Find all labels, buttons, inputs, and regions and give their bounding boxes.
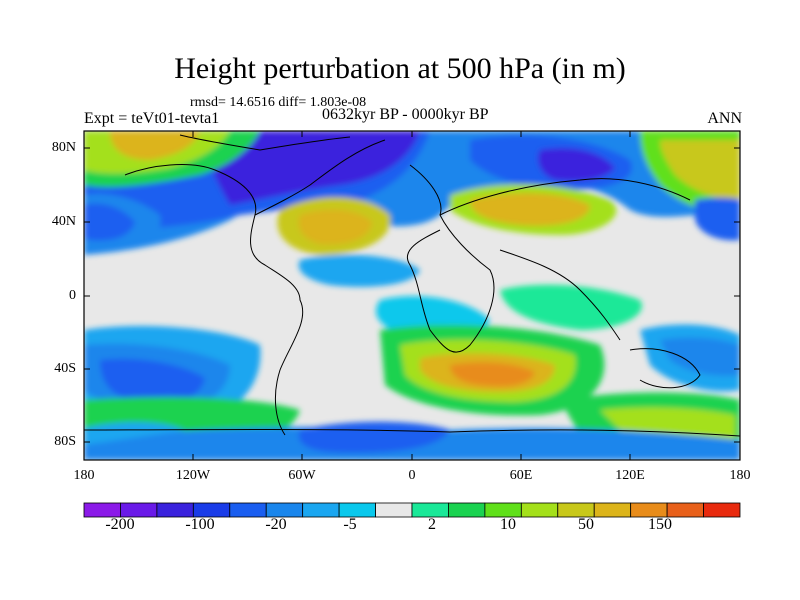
axis-ticks bbox=[83, 131, 741, 460]
colorbar-swatch-10 bbox=[411, 502, 449, 518]
stats-text: rmsd= 14.6516 diff= 1.803e-08 bbox=[190, 95, 367, 110]
colorbar-swatch-15 bbox=[593, 502, 632, 518]
period-label: 0632kyr BP - 0000kyr BP bbox=[322, 106, 489, 123]
colorbar-swatch-17 bbox=[666, 502, 704, 518]
lat-label-40s: 40S bbox=[54, 361, 76, 376]
lat-label-40n: 40N bbox=[51, 214, 76, 229]
colorbar-swatch-11 bbox=[448, 502, 486, 518]
colorbar-swatch-14 bbox=[557, 502, 595, 518]
lon-label-60e: 60E bbox=[509, 468, 533, 483]
season-label: ANN bbox=[707, 110, 742, 127]
colorbar-label-1: -200 bbox=[105, 516, 135, 533]
colorbar-swatch-1 bbox=[83, 502, 121, 518]
colorbar-swatch-9 bbox=[375, 502, 413, 518]
lon-label-120w: 120W bbox=[175, 468, 211, 483]
lat-label-0: 0 bbox=[69, 288, 76, 303]
colorbar bbox=[83, 502, 741, 518]
lon-label-120e: 120E bbox=[615, 468, 645, 483]
colorbar-swatch-3 bbox=[156, 502, 194, 518]
colorbar-swatch-6 bbox=[265, 502, 304, 518]
lon-label-180-right: 180 bbox=[729, 468, 751, 483]
colorbar-swatch-8 bbox=[338, 502, 376, 518]
map-title: Height perturbation at 500 hPa (in m) bbox=[174, 52, 626, 85]
lon-label-180-left: 180 bbox=[73, 468, 95, 483]
colorbar-label-8: 150 bbox=[648, 516, 672, 533]
lon-label-60w: 60W bbox=[288, 468, 316, 483]
colorbar-swatch-13 bbox=[520, 502, 559, 518]
colorbar-swatch-12 bbox=[484, 502, 522, 518]
colorbar-swatch-4 bbox=[192, 502, 231, 518]
colorbar-swatch-2 bbox=[120, 502, 158, 518]
colorbar-label-2: -100 bbox=[185, 516, 215, 533]
lat-label-80s: 80S bbox=[54, 434, 76, 449]
colorbar-swatch-7 bbox=[302, 502, 340, 518]
colorbar-label-3: -20 bbox=[265, 516, 287, 533]
colorbar-swatch-16 bbox=[630, 502, 668, 518]
coastlines bbox=[84, 134, 740, 437]
colorbar-label-4: -5 bbox=[343, 516, 357, 533]
colorbar-swatch-5 bbox=[229, 502, 267, 518]
colorbar-label-5: 2 bbox=[428, 516, 436, 533]
colorbar-swatch-18 bbox=[703, 502, 741, 518]
experiment-label: Expt = teVt01-tevta1 bbox=[84, 110, 220, 127]
colorbar-label-7: 50 bbox=[578, 516, 594, 533]
lon-label-0: 0 bbox=[408, 468, 416, 483]
colorbar-label-6: 10 bbox=[500, 516, 516, 533]
lat-label-80n: 80N bbox=[51, 140, 76, 155]
height-field bbox=[84, 131, 740, 460]
